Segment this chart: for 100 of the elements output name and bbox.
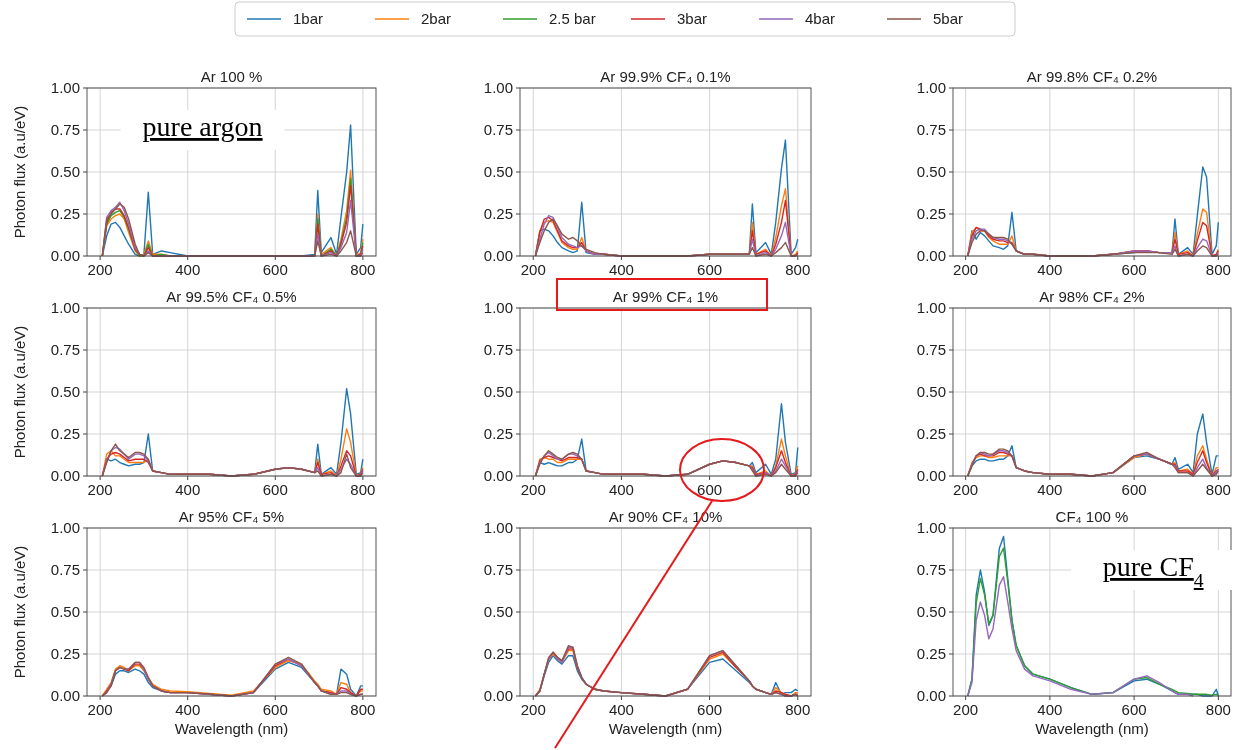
y-tick-label: 0.50 [483, 603, 513, 621]
y-tick-label: 0.75 [50, 341, 80, 359]
y-tick-label: 0.00 [916, 467, 946, 485]
x-axis-title: Wavelength (nm) [1035, 720, 1149, 737]
x-tick-label: 600 [1121, 701, 1147, 718]
x-tick-label: 400 [1037, 261, 1063, 278]
y-tick-label: 0.25 [50, 205, 80, 223]
y-axis-title: Photon flux (a.u/eV) [11, 105, 28, 239]
y-tick-label: 1.00 [50, 299, 80, 317]
chart-title: CF₄ 100 % [1055, 508, 1129, 525]
x-tick-label: 200 [520, 481, 546, 498]
x-tick-label: 200 [87, 261, 113, 278]
y-tick-label: 0.00 [50, 247, 80, 265]
x-tick-label: 200 [953, 481, 979, 498]
x-tick-label: 800 [350, 701, 376, 718]
x-axis-title: Wavelength (nm) [608, 720, 723, 737]
y-tick-label: 0.00 [483, 687, 513, 705]
y-tick-label: 0.50 [50, 383, 80, 401]
x-tick-label: 600 [697, 481, 723, 498]
y-tick-label: 0.50 [916, 163, 946, 181]
x-tick-label: 200 [953, 701, 979, 718]
x-tick-label: 800 [785, 261, 811, 278]
x-tick-label: 800 [1205, 481, 1231, 498]
y-tick-label: 0.00 [50, 467, 80, 485]
x-tick-label: 600 [1121, 481, 1147, 498]
y-tick-label: 0.75 [483, 561, 513, 579]
x-tick-label: 200 [520, 261, 546, 278]
x-tick-label: 800 [350, 481, 376, 498]
y-tick-label: 0.75 [50, 561, 80, 579]
y-tick-label: 1.00 [483, 519, 513, 537]
y-tick-label: 1.00 [916, 79, 946, 97]
x-tick-label: 800 [1205, 261, 1231, 278]
legend-label: 3bar [677, 10, 708, 28]
chart-title: Ar 98% CF₄ 2% [1039, 288, 1145, 305]
y-tick-label: 0.25 [483, 645, 513, 663]
x-tick-label: 400 [608, 481, 634, 498]
y-tick-label: 1.00 [483, 299, 513, 317]
x-tick-label: 400 [608, 261, 634, 278]
x-tick-label: 600 [262, 701, 288, 718]
y-tick-label: 0.75 [916, 561, 946, 579]
x-tick-label: 400 [175, 481, 201, 498]
y-tick-label: 1.00 [916, 519, 946, 537]
y-tick-label: 0.50 [916, 603, 946, 621]
x-tick-label: 600 [262, 481, 288, 498]
y-axis-title: Photon flux (a.u/eV) [11, 545, 28, 679]
annotation: pure argon [142, 111, 263, 142]
y-tick-label: 0.50 [916, 383, 946, 401]
y-tick-label: 0.50 [50, 603, 80, 621]
x-tick-label: 400 [1037, 701, 1063, 718]
chart-title: Ar 99.5% CF₄ 0.5% [166, 288, 297, 305]
y-tick-label: 1.00 [483, 79, 513, 97]
chart-title: Ar 99% CF₄ 1% [612, 288, 719, 305]
y-tick-label: 0.75 [916, 121, 946, 139]
chart-title: Ar 95% CF₄ 5% [178, 508, 285, 525]
legend-label: 5bar [933, 10, 964, 28]
y-tick-label: 0.25 [916, 425, 946, 443]
y-tick-label: 0.00 [50, 687, 80, 705]
legend-label: 2.5 bar [549, 10, 596, 28]
x-tick-label: 400 [175, 701, 201, 718]
legend-label: 2bar [421, 10, 452, 28]
y-tick-label: 1.00 [50, 79, 80, 97]
y-axis-title: Photon flux (a.u/eV) [11, 325, 28, 459]
x-tick-label: 200 [87, 481, 113, 498]
x-tick-label: 800 [350, 261, 376, 278]
x-tick-label: 600 [1121, 261, 1147, 278]
annotation: pure CF$_{4}$ [1102, 551, 1204, 591]
x-tick-label: 400 [175, 261, 201, 278]
x-tick-label: 400 [608, 701, 634, 718]
x-tick-label: 600 [697, 701, 723, 718]
legend-label: 4bar [805, 10, 836, 28]
y-tick-label: 0.75 [483, 341, 513, 359]
chart-title: Ar 100 % [200, 68, 263, 85]
y-tick-label: 1.00 [916, 299, 946, 317]
y-tick-label: 0.25 [916, 205, 946, 223]
x-tick-label: 200 [953, 261, 979, 278]
legend-label: 1bar [293, 10, 324, 28]
x-tick-label: 600 [697, 261, 723, 278]
y-tick-label: 0.00 [916, 247, 946, 265]
x-tick-label: 200 [520, 701, 546, 718]
y-tick-label: 0.25 [483, 205, 513, 223]
y-tick-label: 0.50 [50, 163, 80, 181]
x-tick-label: 400 [1037, 481, 1063, 498]
y-tick-label: 0.25 [483, 425, 513, 443]
x-tick-label: 800 [1205, 701, 1231, 718]
y-tick-label: 0.75 [483, 121, 513, 139]
y-tick-label: 0.75 [50, 121, 80, 139]
x-axis-title: Wavelength (nm) [174, 720, 289, 737]
x-tick-label: 200 [87, 701, 113, 718]
y-tick-label: 0.00 [916, 687, 946, 705]
chart-title: Ar 99.9% CF₄ 0.1% [600, 68, 731, 85]
chart-title: Ar 99.8% CF₄ 0.2% [1026, 68, 1158, 85]
y-tick-label: 0.50 [483, 383, 513, 401]
y-tick-label: 0.50 [483, 163, 513, 181]
x-tick-label: 800 [785, 701, 811, 718]
y-tick-label: 0.00 [483, 467, 513, 485]
x-tick-label: 800 [785, 481, 811, 498]
y-tick-label: 1.00 [50, 519, 80, 537]
y-tick-label: 0.00 [483, 247, 513, 265]
y-tick-label: 0.25 [50, 425, 80, 443]
y-tick-label: 0.25 [50, 645, 80, 663]
